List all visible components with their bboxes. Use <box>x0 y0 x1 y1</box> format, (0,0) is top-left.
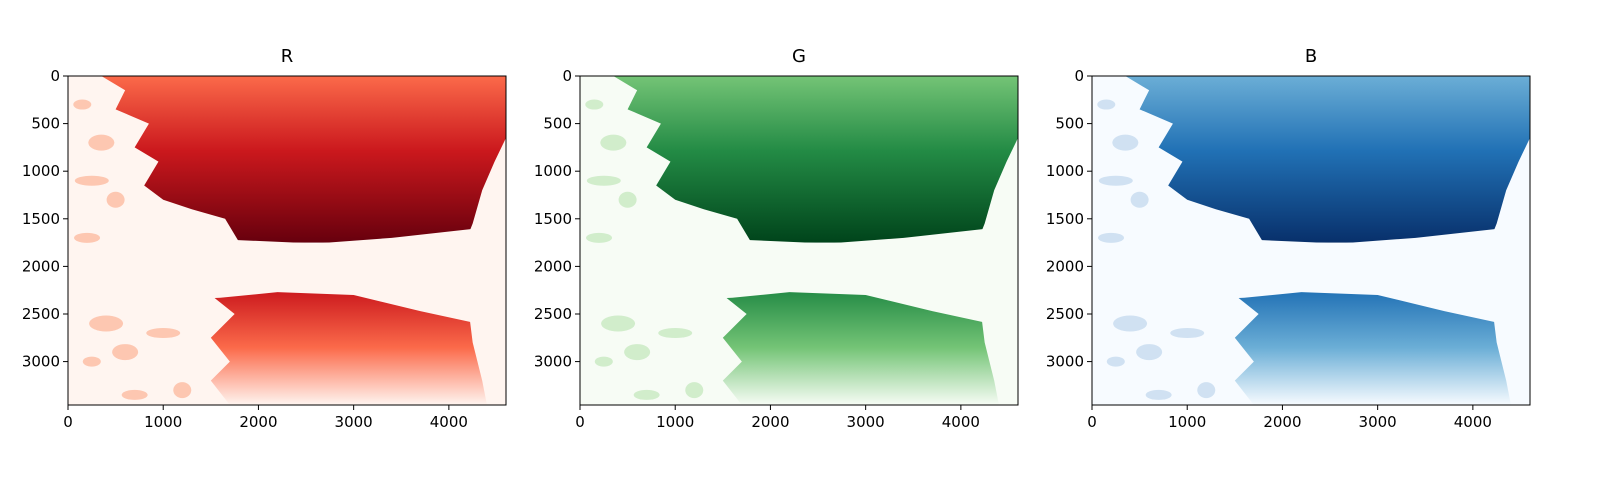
heatmap-image <box>68 76 506 405</box>
x-tick-label: 2000 <box>1263 413 1301 431</box>
leaf-blotch <box>1145 389 1172 400</box>
leaf-blotch <box>146 328 181 339</box>
leaf-blotch <box>173 382 192 399</box>
x-tick-label: 3000 <box>847 413 885 431</box>
leaf-blotch <box>1170 328 1205 339</box>
y-tick-label: 0 <box>1074 67 1084 85</box>
leaf-blotch <box>586 232 613 243</box>
leaf-blotch <box>600 134 627 151</box>
y-tick-label: 1000 <box>22 162 60 180</box>
leaf-blotch <box>633 389 660 400</box>
y-tick-label: 2000 <box>22 257 60 275</box>
y-tick-label: 2500 <box>534 305 572 323</box>
y-tick-label: 2000 <box>1046 257 1084 275</box>
y-tick-label: 2000 <box>534 257 572 275</box>
y-tick-label: 1000 <box>1046 162 1084 180</box>
leaf-blotch <box>1113 315 1148 332</box>
y-tick-label: 500 <box>31 115 60 133</box>
leaf-blotch <box>89 315 124 332</box>
leaf-blotch <box>1112 134 1139 151</box>
x-tick-label: 0 <box>63 413 73 431</box>
axes-frame <box>579 75 1019 406</box>
right-foliage <box>975 137 1018 405</box>
x-tick-label: 4000 <box>430 413 468 431</box>
x-tick-label: 0 <box>575 413 585 431</box>
leaf-blotch <box>88 134 115 151</box>
axes-frame <box>67 75 507 406</box>
leaf-blotch <box>1197 382 1216 399</box>
leaf-blotch <box>74 175 109 186</box>
x-tick-label: 3000 <box>1359 413 1397 431</box>
y-tick-label: 3000 <box>1046 353 1084 371</box>
leaf-blotch <box>121 389 148 400</box>
panel-title: R <box>281 46 294 67</box>
leaf-blotch <box>624 344 651 361</box>
leaf-blotch <box>685 382 704 399</box>
y-tick-label: 3000 <box>534 353 572 371</box>
leaf-blotch <box>1098 175 1133 186</box>
x-tick-label: 4000 <box>942 413 980 431</box>
y-tick-label: 500 <box>543 115 572 133</box>
leaf-blotch <box>1130 191 1149 208</box>
x-tick-label: 4000 <box>1454 413 1492 431</box>
y-tick-label: 500 <box>1055 115 1084 133</box>
x-tick-label: 2000 <box>239 413 277 431</box>
x-tick-label: 2000 <box>751 413 789 431</box>
panel-title: B <box>1305 46 1317 67</box>
x-tick-label: 0 <box>1087 413 1097 431</box>
leaf-blotch <box>1098 232 1125 243</box>
panel-b: B 0 1000 2000 3000 4000 0 500 1000 1500 2000 2500 30… <box>1046 46 1531 431</box>
leaf-blotch <box>601 315 636 332</box>
leaf-blotch <box>586 175 621 186</box>
y-tick-label: 0 <box>562 67 572 85</box>
x-tick-label: 1000 <box>1168 413 1206 431</box>
x-tick-label: 3000 <box>335 413 373 431</box>
leaf-blotch <box>112 344 139 361</box>
leaf-blotch <box>106 191 125 208</box>
y-tick-label: 1500 <box>1046 210 1084 228</box>
leaf-blotch <box>74 232 101 243</box>
y-tick-label: 0 <box>50 67 60 85</box>
x-tick-label: 1000 <box>656 413 694 431</box>
right-foliage <box>463 137 506 405</box>
panel-g: G 0 1000 2000 3000 4000 0 500 1000 1500 2000 2500 30… <box>534 46 1019 431</box>
axes-frame <box>1091 75 1531 406</box>
leaf-blotch <box>1106 356 1125 367</box>
y-tick-label: 1500 <box>22 210 60 228</box>
leaf-blotch <box>82 356 101 367</box>
leaf-blotch <box>1136 344 1163 361</box>
leaf-blotch <box>73 99 92 110</box>
right-foliage <box>1487 137 1530 405</box>
x-tick-label: 1000 <box>144 413 182 431</box>
heatmap-image <box>1092 76 1530 405</box>
y-tick-label: 2500 <box>22 305 60 323</box>
leaf-blotch <box>618 191 637 208</box>
y-tick-label: 1500 <box>534 210 572 228</box>
heatmap-image <box>580 76 1018 405</box>
y-tick-label: 3000 <box>22 353 60 371</box>
y-tick-label: 1000 <box>534 162 572 180</box>
leaf-blotch <box>585 99 604 110</box>
panel-title: G <box>792 46 806 67</box>
leaf-blotch <box>594 356 613 367</box>
y-tick-label: 2500 <box>1046 305 1084 323</box>
leaf-blotch <box>1097 99 1116 110</box>
panel-r: R 0 1000 2000 3000 4000 0 500 1000 1500 2000 2500 30… <box>22 46 507 431</box>
leaf-blotch <box>658 328 693 339</box>
